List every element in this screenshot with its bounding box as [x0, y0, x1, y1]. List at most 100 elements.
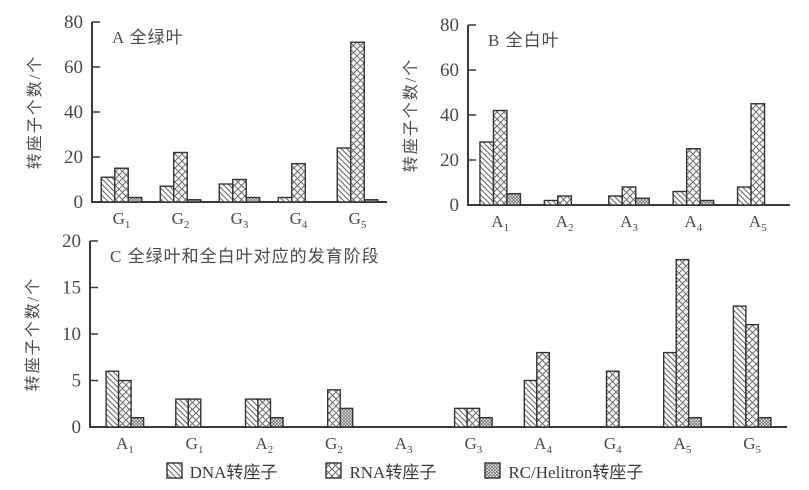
panel-A: 0 20 40 60 80 转座子个数/个 A 全绿叶 G1 G2 G3 G4 G5 — [26, 12, 387, 231]
x-category-label-G1: G1 — [186, 434, 204, 455]
y-tick-label: 0 — [72, 417, 82, 438]
bar-rc-A2 — [269, 417, 284, 428]
legend-item-rc: RC/Helitron转座子 — [484, 458, 643, 483]
bar-rna-G1 — [187, 398, 202, 428]
x-category-label-A2: A2 — [255, 434, 273, 455]
x-category-label-G4: G4 — [604, 434, 622, 455]
bar-rna-G3 — [466, 407, 481, 428]
y-axis-title: 转座子个数/个 — [24, 277, 42, 391]
x-category-label-G1: G1 — [113, 209, 131, 231]
bar-rc-G1 — [127, 196, 143, 203]
panel-title-B: B 全白叶 — [488, 31, 560, 50]
bar-rna-A4 — [536, 351, 550, 428]
bar-rna-G1 — [114, 167, 129, 203]
bar-dna-G5 — [336, 147, 352, 203]
x-category-label-G5: G5 — [743, 434, 761, 455]
bar-dna-A1 — [479, 141, 495, 206]
bar-dna-A5 — [736, 186, 752, 206]
bar-dna-G1 — [100, 176, 116, 203]
x-category-label-A3: A3 — [620, 212, 638, 234]
panel-title-C: C 全绿叶和全白叶对应的发育阶段 — [110, 247, 380, 266]
bar-rc-G2 — [186, 199, 202, 203]
x-category-label-A5: A5 — [749, 212, 767, 234]
bar-rna-G4 — [291, 163, 306, 203]
y-tick-label: 40 — [64, 102, 83, 123]
bar-rna-G5 — [350, 41, 365, 203]
y-axis-title: 转座子个数/个 — [402, 58, 420, 172]
y-tick-label: 80 — [64, 12, 83, 33]
bar-rc-A4 — [699, 199, 715, 206]
x-category-label-A5: A5 — [674, 434, 692, 455]
bar-dna-A4 — [672, 190, 688, 206]
bar-rna-A5 — [675, 258, 690, 428]
x-category-label-A3: A3 — [395, 434, 413, 455]
bar-rna-A1 — [492, 109, 508, 206]
legend: DNA转座子 RNA转座子 RC/Helitron转座子 — [0, 453, 809, 487]
x-category-label-A4: A4 — [685, 212, 703, 234]
bar-dna-A2 — [244, 398, 259, 428]
bar-rna-G2 — [327, 389, 341, 428]
bar-dna-G2 — [159, 185, 175, 203]
bar-dna-G1 — [175, 398, 190, 428]
panel-title-A: A 全绿叶 — [112, 28, 184, 47]
bar-rna-A3 — [621, 186, 637, 206]
x-category-label-G3: G3 — [231, 209, 249, 231]
legend-label-dna: DNA转座子 — [189, 462, 278, 482]
x-category-label-G5: G5 — [349, 209, 367, 231]
legend-item-rna: RNA转座子 — [325, 458, 436, 483]
bar-dna-A2 — [543, 199, 559, 206]
bar-dna-G3 — [453, 407, 468, 428]
bar-dna-G4 — [277, 196, 293, 203]
bar-dna-A1 — [105, 370, 120, 428]
x-category-label-A1: A1 — [491, 212, 509, 234]
y-tick-label: 5 — [72, 371, 82, 392]
x-category-label-G3: G3 — [464, 434, 482, 455]
y-tick-label: 20 — [440, 150, 459, 171]
y-tick-label: 0 — [450, 195, 460, 216]
y-tick-label: 80 — [440, 15, 459, 36]
y-tick-label: 20 — [64, 147, 83, 168]
bar-rna-A2 — [557, 195, 573, 206]
y-tick-label: 10 — [62, 324, 81, 345]
bar-dna-G5 — [732, 305, 747, 428]
bar-rna-G4 — [605, 370, 620, 428]
bar-rna-G3 — [232, 178, 247, 203]
x-category-label-G2: G2 — [325, 434, 343, 455]
bar-rc-A1 — [506, 193, 522, 206]
legend-label-rna: RNA转座子 — [349, 462, 437, 482]
panel-B: 0 20 40 60 80 转座子个数/个 B 全白叶 A1 A2 A3 A4 A5 — [402, 15, 790, 234]
bar-rc-G2 — [339, 407, 354, 428]
rc-helitron-fine-crosshatch-swatch-icon — [484, 461, 502, 479]
bar-rc-G5 — [363, 199, 379, 203]
bar-dna-G3 — [218, 183, 234, 203]
bar-rna-A4 — [685, 148, 701, 206]
panel-C: 0 5 10 15 20 转座子个数/个 C 全绿叶和全白叶对应的发育阶段 A1 G1 A2 G2 A… — [24, 231, 787, 455]
rna-crosshatch-swatch-icon — [325, 461, 343, 479]
chart-canvas: 0 20 40 60 80 转座子个数/个 A 全绿叶 G1 G2 G3 G4 G5 0 20 40 60 80… — [24, 12, 790, 455]
x-category-label-A1: A1 — [116, 434, 134, 455]
y-tick-label: 0 — [74, 192, 84, 213]
x-category-label-G4: G4 — [290, 209, 308, 231]
y-tick-label: 60 — [64, 57, 83, 78]
bar-rc-A3 — [635, 197, 650, 206]
bar-rc-A5 — [688, 417, 702, 428]
legend-item-dna: DNA转座子 — [165, 458, 278, 483]
dna-hatch-swatch-icon — [165, 461, 183, 479]
bar-rc-G5 — [757, 417, 772, 428]
bar-dna-A3 — [608, 195, 623, 206]
bar-rna-A1 — [117, 379, 132, 428]
bar-rc-G3 — [478, 417, 493, 428]
x-category-label-G2: G2 — [172, 209, 190, 231]
x-category-label-A2: A2 — [556, 212, 574, 234]
bar-rna-G2 — [173, 151, 188, 203]
bar-dna-A4 — [523, 379, 538, 428]
legend-label-rc: RC/Helitron转座子 — [508, 462, 644, 482]
bar-rc-A1 — [130, 417, 145, 428]
bar-dna-A5 — [663, 351, 677, 428]
y-tick-label: 15 — [62, 278, 81, 299]
bar-rna-G5 — [745, 324, 760, 428]
y-tick-label: 20 — [62, 231, 81, 252]
bar-rna-A2 — [257, 398, 272, 428]
y-tick-label: 40 — [440, 105, 459, 126]
